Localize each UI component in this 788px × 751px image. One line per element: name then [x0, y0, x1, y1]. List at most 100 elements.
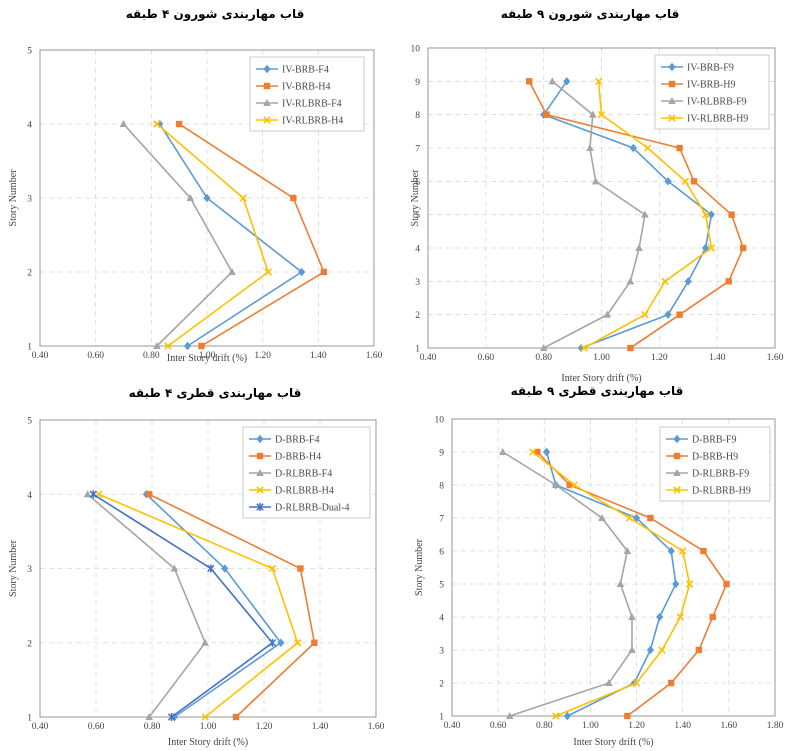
legend-label: IV-RLBRB-H9 [687, 114, 748, 125]
data-point-IV-RLBRB-H4 [264, 268, 272, 276]
data-point-D-RLBRB-F4 [201, 638, 209, 646]
legend-label: D-RLBRB-H4 [275, 486, 334, 497]
data-point-IV-BRB-F4 [203, 193, 211, 203]
legend-label: D-RLBRB-F9 [692, 469, 749, 480]
data-point-D-RLBRB-H9 [625, 514, 634, 522]
y-tick-label: 6 [415, 178, 420, 188]
legend-label: IV-BRB-H9 [687, 80, 736, 91]
chart-panel-3: قاب مهاربندی قطری ۴ طبقه 0.40 0.60 0.80 1.00… [8, 386, 385, 748]
x-tick-label: 1.20 [628, 721, 645, 731]
legend-marker-IV-RLBRB-H4 [263, 116, 271, 124]
data-point-D-RLBRB-F9 [598, 514, 606, 521]
data-point-D-RLBRB-F9 [623, 547, 632, 554]
data-point-IV-BRB-H9 [725, 278, 732, 285]
legend-marker-D-BRB-H9 [673, 452, 681, 460]
data-point-IV-BRB-H4 [320, 268, 328, 276]
data-point-D-RLBRB-Dual-4 [89, 490, 97, 499]
legend-marker-D-RLBRB-H9 [673, 486, 681, 494]
y-tick-label: 5 [415, 211, 420, 221]
data-point-IV-RLBRB-H9 [594, 77, 603, 86]
data-point-D-RLBRB-H4 [268, 564, 277, 573]
data-point-D-RLBRB-Dual-4 [207, 564, 215, 573]
legend-marker-IV-BRB-F9 [668, 62, 676, 72]
x-tick-label: 1.00 [582, 721, 599, 731]
x-tick-label: 1.40 [312, 722, 329, 732]
data-point-IV-RLBRB-H4 [239, 194, 247, 202]
data-point-D-RLBRB-F9 [616, 580, 625, 587]
series-line-IV-BRB-F4 [159, 123, 303, 347]
data-point-IV-RLBRB-H9 [644, 144, 652, 152]
y-tick-label: 2 [27, 639, 32, 649]
legend-marker-D-RLBRB-Dual-4 [256, 503, 264, 511]
data-point-D-RLBRB-H4 [293, 638, 302, 647]
y-tick-label: 7 [415, 145, 420, 155]
series-line-IV-RLBRB-F4 [122, 123, 233, 347]
data-point-D-BRB-F9 [632, 513, 641, 523]
x-tick-label: 1.20 [256, 722, 273, 732]
data-point-D-RLBRB-H9 [552, 712, 560, 720]
data-point-D-RLBRB-H9 [570, 481, 579, 489]
data-point-IV-RLBRB-F9 [603, 310, 612, 318]
y-tick-label: 4 [439, 614, 444, 624]
data-point-IV-RLBRB-H9 [641, 310, 649, 319]
chart-panel-4: قاب مهاربندی قطری ۹ طبقه 0.40 0.60 0.80 1.00… [414, 384, 784, 748]
legend-marker-D-RLBRB-F4 [256, 469, 264, 476]
y-tick-label: 3 [439, 647, 444, 657]
data-point-D-BRB-H9 [709, 613, 716, 621]
data-point-IV-RLBRB-F4 [228, 268, 236, 275]
x-tick-label: 1.00 [593, 353, 610, 363]
data-point-D-BRB-H9 [695, 646, 703, 654]
chart-panel-2: قاب مهاربندی شورون ۹ طبقه 0.40 0.60 0.80 1.0… [410, 7, 784, 384]
legend-marker-D-BRB-F4 [256, 434, 264, 444]
y-tick-label: 2 [439, 680, 444, 690]
x-tick-label: 1.60 [721, 721, 738, 731]
legend-label: D-BRB-H9 [692, 452, 738, 463]
x-tick-label: 1.40 [709, 353, 726, 363]
legend-marker-D-RLBRB-F9 [673, 469, 681, 476]
data-point-IV-BRB-H4 [175, 120, 183, 128]
data-point-D-RLBRB-H4 [201, 713, 209, 721]
chart-title: قاب مهاربندی قطری ۹ طبقه [511, 384, 684, 398]
data-point-D-BRB-H4 [297, 565, 304, 572]
legend-label: D-BRB-F9 [692, 435, 736, 446]
x-tick-label: 1.80 [767, 721, 784, 731]
y-tick-label: 2 [415, 311, 420, 321]
data-point-D-BRB-H9 [647, 514, 654, 522]
data-point-IV-BRB-H9 [728, 211, 735, 218]
data-point-D-BRB-H9 [534, 448, 541, 456]
data-point-D-RLBRB-F9 [552, 481, 560, 488]
y-tick-label: 4 [27, 491, 32, 501]
data-point-D-RLBRB-F4 [170, 564, 179, 572]
data-point-D-RLBRB-F9 [605, 679, 613, 686]
data-point-IV-BRB-H4 [290, 194, 297, 202]
data-point-IV-BRB-F9 [664, 177, 672, 186]
data-point-D-RLBRB-F9 [628, 646, 636, 653]
legend-label: D-RLBRB-F4 [275, 469, 332, 480]
x-tick-label: 1.60 [368, 722, 385, 732]
y-axis-label: Story Number [414, 538, 425, 596]
series-line-D-RLBRB-H4 [98, 493, 299, 718]
legend-label: D-RLBRB-Dual-4 [275, 503, 349, 514]
plot-frame [39, 49, 375, 347]
data-point-D-BRB-F4 [277, 638, 285, 647]
legend-label: IV-RLBRB-F9 [687, 97, 747, 108]
series-line-IV-BRB-H4 [178, 123, 325, 347]
data-point-IV-RLBRB-F4 [186, 194, 195, 201]
y-tick-label: 7 [439, 515, 444, 525]
y-tick-label: 1 [415, 345, 420, 355]
data-point-IV-RLBRB-F4 [119, 120, 128, 127]
x-tick-label: 0.40 [32, 351, 49, 361]
data-point-IV-RLBRB-H9 [580, 344, 588, 352]
data-point-IV-RLBRB-F4 [153, 342, 161, 349]
data-point-IV-RLBRB-H4 [153, 120, 161, 128]
chart-title: قاب مهاربندی شورون ۹ طبقه [501, 7, 680, 22]
x-tick-label: 0.40 [420, 353, 437, 363]
data-point-D-BRB-F4 [221, 564, 229, 573]
x-tick-label: 0.80 [143, 351, 160, 361]
data-point-D-BRB-H4 [232, 713, 240, 721]
series-line-IV-RLBRB-H4 [156, 123, 270, 347]
y-tick-label: 1 [27, 343, 32, 353]
x-axis-label: Inter Story drift (%) [167, 353, 247, 364]
data-point-IV-BRB-F9 [664, 310, 672, 319]
